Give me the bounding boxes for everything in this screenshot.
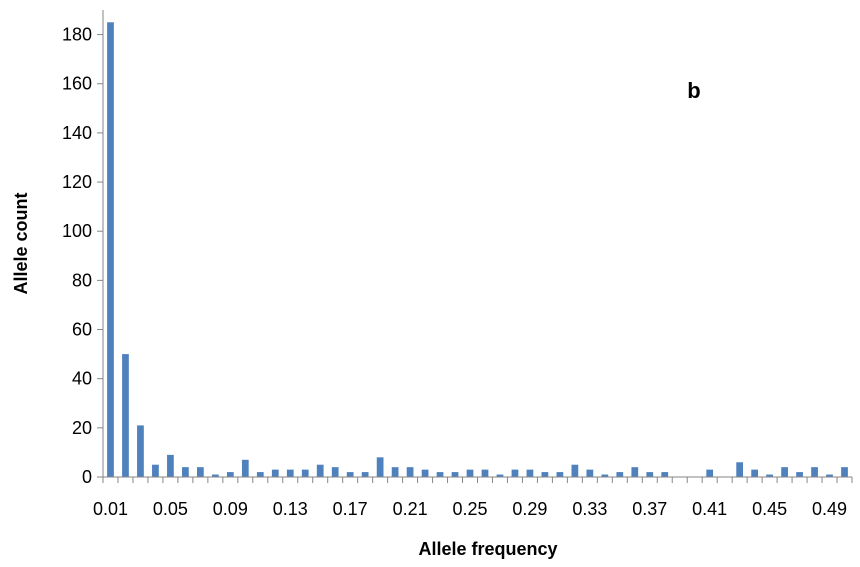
bar-0.32: [571, 464, 579, 477]
bar-0.49: [826, 474, 833, 477]
bar-0.18: [361, 472, 369, 477]
bar-0.08: [211, 474, 219, 477]
y-tick-label: 40: [72, 369, 92, 389]
bar-0.46: [781, 467, 788, 477]
x-tick-label: 0.37: [632, 499, 667, 519]
bar-0.15: [316, 464, 324, 477]
bar-0.41: [706, 469, 714, 477]
bar-0.14: [301, 469, 309, 477]
x-tick-label: 0.29: [512, 499, 547, 519]
y-tick-label: 100: [62, 221, 92, 241]
bar-0.48: [811, 467, 818, 477]
bar-0.10: [241, 459, 249, 477]
y-tick-label: 80: [72, 270, 92, 290]
bar-0.17: [346, 472, 354, 477]
bar-0.25: [466, 469, 474, 477]
x-tick-label: 0.49: [812, 499, 847, 519]
y-tick-label: 20: [72, 418, 92, 438]
x-tick-label: 0.17: [333, 499, 368, 519]
bar-0.04: [152, 464, 159, 477]
bar-0.30: [541, 472, 549, 477]
bar-0.03: [137, 425, 144, 477]
bar-0.13: [286, 469, 294, 477]
x-tick-label: 0.13: [273, 499, 308, 519]
x-tick-label: 0.33: [572, 499, 607, 519]
x-axis-ticks: 0.01 0.05 0.09 0.13 0.17 0.21 0.25 0.29 0.33 0.37…: [93, 477, 853, 519]
bar-0.38: [661, 472, 669, 477]
y-axis-ticks: 0 20 40 60 80 100 120 140 160 180: [62, 25, 103, 487]
bar-0.37: [646, 472, 654, 477]
bar-0.06: [182, 467, 189, 477]
panel-label: b: [687, 78, 700, 103]
bar-0.31: [556, 472, 564, 477]
bar-0.09: [226, 472, 234, 477]
bar-0.50: [841, 467, 848, 477]
y-axis-title: Allele count: [11, 192, 31, 294]
bar-0.07: [196, 467, 204, 477]
x-tick-label: 0.21: [393, 499, 428, 519]
bar-0.29: [526, 469, 534, 477]
bar-0.45: [766, 474, 773, 477]
bar-0.35: [616, 472, 624, 477]
bar-0.23: [436, 472, 444, 477]
bar-0.34: [601, 474, 609, 477]
bar-0.11: [256, 472, 264, 477]
bar-0.28: [511, 469, 519, 477]
bar-0.05: [167, 454, 174, 477]
bar-0.24: [451, 472, 459, 477]
bar-0.33: [586, 469, 594, 477]
x-tick-label: 0.05: [153, 499, 188, 519]
bar-0.21: [406, 467, 414, 477]
bar-0.47: [796, 472, 803, 477]
bar-0.02: [122, 354, 129, 477]
y-tick-label: 140: [62, 123, 92, 143]
x-tick-label: 0.25: [452, 499, 487, 519]
y-tick-label: 180: [62, 25, 92, 45]
bar-0.22: [421, 469, 429, 477]
bar-0.26: [481, 469, 489, 477]
x-axis-title: Allele frequency: [418, 539, 557, 559]
bar-0.44: [751, 469, 759, 477]
x-tick-label: 0.45: [752, 499, 787, 519]
x-tick-label: 0.41: [692, 499, 727, 519]
bar-0.01: [107, 22, 114, 477]
x-tick-label: 0.09: [213, 499, 248, 519]
bar-0.19: [376, 457, 384, 477]
bar-0.20: [391, 467, 399, 477]
y-tick-label: 160: [62, 74, 92, 94]
y-tick-label: 0: [82, 467, 92, 487]
bar-0.27: [496, 474, 504, 477]
x-tick-label: 0.01: [93, 499, 128, 519]
bar-0.12: [271, 469, 279, 477]
y-tick-label: 120: [62, 172, 92, 192]
y-tick-label: 60: [72, 320, 92, 340]
bar-0.43: [736, 462, 744, 477]
bar-0.36: [631, 467, 639, 477]
bars: [107, 22, 848, 477]
bar-0.16: [331, 467, 339, 477]
